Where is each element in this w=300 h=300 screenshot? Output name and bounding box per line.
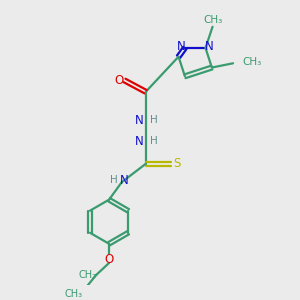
Text: O: O [104,253,114,266]
Text: CH₂: CH₂ [78,270,96,280]
Text: N: N [135,113,144,127]
Text: CH₃: CH₃ [64,289,82,299]
Text: N: N [120,174,129,187]
Text: N: N [177,40,186,53]
Text: O: O [115,74,124,87]
Text: CH₃: CH₃ [242,57,261,67]
Text: H: H [150,115,158,125]
Text: H: H [150,136,158,146]
Text: H: H [110,175,118,185]
Text: CH₃: CH₃ [203,15,222,25]
Text: N: N [205,40,214,53]
Text: N: N [135,135,144,148]
Text: S: S [173,157,181,170]
